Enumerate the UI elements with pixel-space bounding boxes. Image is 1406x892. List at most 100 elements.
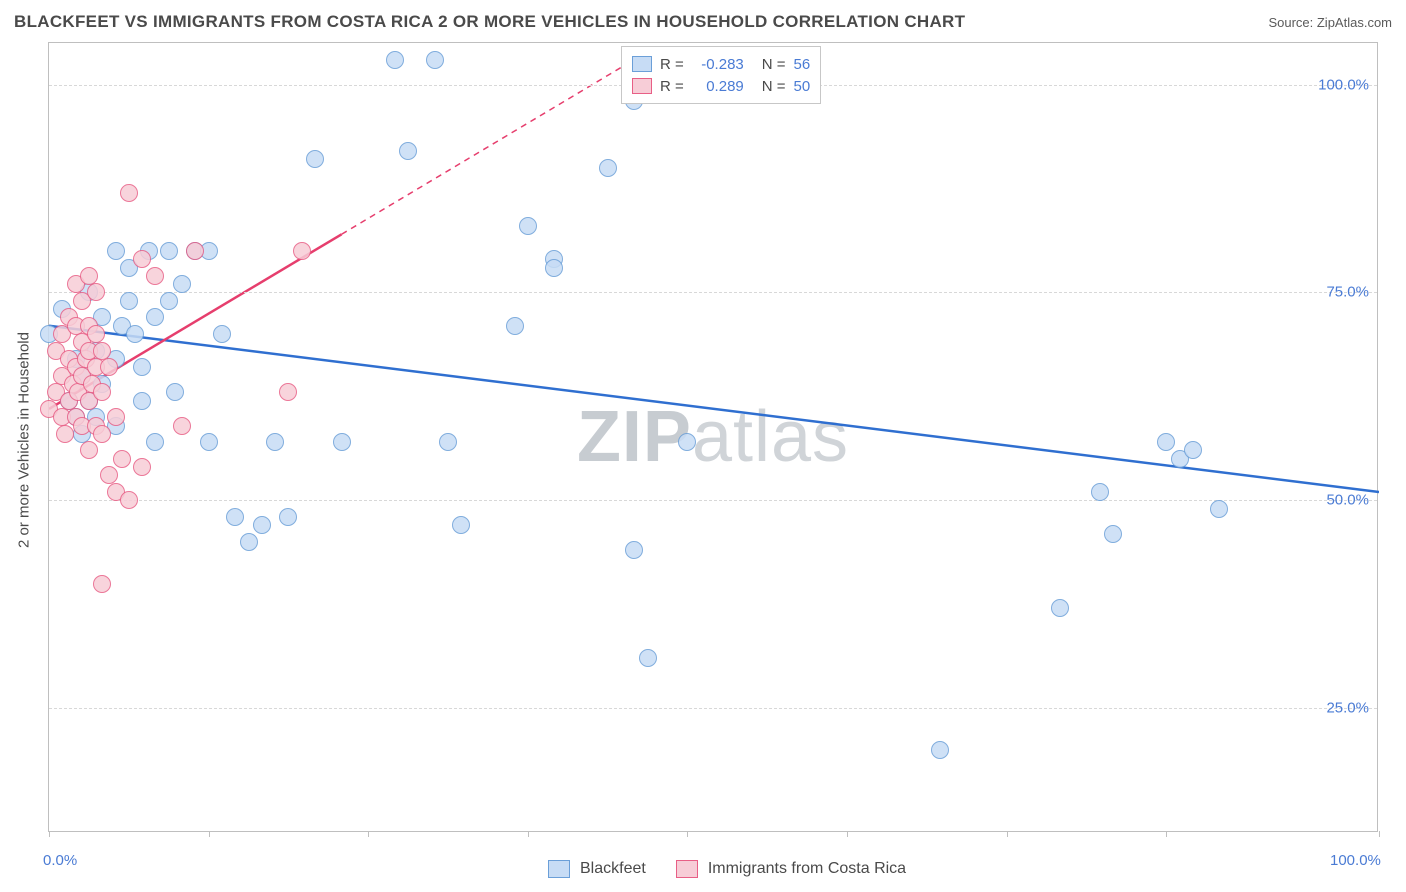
x-tick-mark bbox=[528, 831, 529, 837]
data-point-blackfeet bbox=[1157, 433, 1175, 451]
data-point-blackfeet bbox=[506, 317, 524, 335]
data-point-costa_rica bbox=[100, 466, 118, 484]
data-point-costa_rica bbox=[133, 458, 151, 476]
data-point-blackfeet bbox=[625, 541, 643, 559]
y-axis-title: 2 or more Vehicles in Household bbox=[16, 332, 33, 548]
n-label: N = bbox=[762, 56, 786, 73]
legend-swatch bbox=[676, 860, 698, 878]
data-point-blackfeet bbox=[279, 508, 297, 526]
x-tick-mark bbox=[1166, 831, 1167, 837]
data-point-blackfeet bbox=[399, 142, 417, 160]
data-point-blackfeet bbox=[599, 159, 617, 177]
data-point-blackfeet bbox=[545, 259, 563, 277]
data-point-blackfeet bbox=[1091, 483, 1109, 501]
stats-legend-box: R =-0.283N =56R =0.289N =50 bbox=[621, 46, 821, 104]
x-axis-min-label: 0.0% bbox=[43, 852, 77, 869]
data-point-blackfeet bbox=[213, 325, 231, 343]
data-point-blackfeet bbox=[639, 649, 657, 667]
chart-title: BLACKFEET VS IMMIGRANTS FROM COSTA RICA … bbox=[14, 12, 965, 32]
series-swatch bbox=[632, 56, 652, 72]
r-value: 0.289 bbox=[692, 78, 744, 95]
x-tick-mark bbox=[49, 831, 50, 837]
data-point-costa_rica bbox=[113, 450, 131, 468]
data-point-blackfeet bbox=[678, 433, 696, 451]
trend-lines bbox=[49, 43, 1379, 833]
n-label: N = bbox=[762, 78, 786, 95]
source-attribution: Source: ZipAtlas.com bbox=[1268, 15, 1392, 30]
data-point-costa_rica bbox=[279, 383, 297, 401]
data-point-costa_rica bbox=[87, 283, 105, 301]
data-point-blackfeet bbox=[1104, 525, 1122, 543]
stats-row: R = 0.289 N = 50 bbox=[632, 75, 810, 97]
data-point-blackfeet bbox=[253, 516, 271, 534]
data-point-blackfeet bbox=[107, 242, 125, 260]
legend-swatch bbox=[548, 860, 570, 878]
data-point-blackfeet bbox=[306, 150, 324, 168]
data-point-blackfeet bbox=[1210, 500, 1228, 518]
header-bar: BLACKFEET VS IMMIGRANTS FROM COSTA RICA … bbox=[14, 12, 1392, 32]
data-point-blackfeet bbox=[266, 433, 284, 451]
data-point-costa_rica bbox=[93, 425, 111, 443]
data-point-blackfeet bbox=[146, 433, 164, 451]
data-point-blackfeet bbox=[200, 433, 218, 451]
data-point-blackfeet bbox=[1051, 599, 1069, 617]
data-point-blackfeet bbox=[240, 533, 258, 551]
data-point-blackfeet bbox=[931, 741, 949, 759]
data-point-blackfeet bbox=[160, 292, 178, 310]
stats-row: R =-0.283N =56 bbox=[632, 53, 810, 75]
data-point-costa_rica bbox=[120, 184, 138, 202]
data-point-blackfeet bbox=[226, 508, 244, 526]
data-point-blackfeet bbox=[173, 275, 191, 293]
data-point-costa_rica bbox=[146, 267, 164, 285]
series-legend: BlackfeetImmigrants from Costa Rica bbox=[548, 860, 926, 878]
r-label: R = bbox=[660, 56, 684, 73]
data-point-blackfeet bbox=[146, 308, 164, 326]
data-point-costa_rica bbox=[293, 242, 311, 260]
data-point-costa_rica bbox=[93, 383, 111, 401]
x-tick-mark bbox=[687, 831, 688, 837]
y-tick-label: 75.0% bbox=[1326, 284, 1369, 301]
data-point-blackfeet bbox=[519, 217, 537, 235]
series-swatch bbox=[632, 78, 652, 94]
data-point-costa_rica bbox=[56, 425, 74, 443]
x-tick-mark bbox=[1007, 831, 1008, 837]
x-axis-max-label: 100.0% bbox=[1330, 852, 1381, 869]
data-point-costa_rica bbox=[93, 342, 111, 360]
r-label: R = bbox=[660, 78, 684, 95]
data-point-costa_rica bbox=[133, 250, 151, 268]
data-point-blackfeet bbox=[452, 516, 470, 534]
data-point-blackfeet bbox=[133, 392, 151, 410]
x-tick-mark bbox=[1379, 831, 1380, 837]
data-point-blackfeet bbox=[126, 325, 144, 343]
data-point-costa_rica bbox=[87, 325, 105, 343]
y-tick-label: 50.0% bbox=[1326, 492, 1369, 509]
n-value: 56 bbox=[794, 56, 811, 73]
x-tick-mark bbox=[209, 831, 210, 837]
data-point-blackfeet bbox=[426, 51, 444, 69]
data-point-blackfeet bbox=[133, 358, 151, 376]
gridline bbox=[49, 292, 1377, 293]
data-point-costa_rica bbox=[93, 575, 111, 593]
data-point-blackfeet bbox=[160, 242, 178, 260]
data-point-blackfeet bbox=[439, 433, 457, 451]
y-tick-label: 25.0% bbox=[1326, 700, 1369, 717]
x-tick-mark bbox=[847, 831, 848, 837]
data-point-costa_rica bbox=[120, 491, 138, 509]
data-point-blackfeet bbox=[1184, 441, 1202, 459]
data-point-costa_rica bbox=[173, 417, 191, 435]
x-tick-mark bbox=[368, 831, 369, 837]
trend-line bbox=[342, 60, 635, 235]
n-value: 50 bbox=[794, 78, 811, 95]
gridline bbox=[49, 708, 1377, 709]
y-tick-label: 100.0% bbox=[1318, 76, 1369, 93]
data-point-costa_rica bbox=[80, 267, 98, 285]
legend-label: Immigrants from Costa Rica bbox=[708, 860, 906, 878]
data-point-blackfeet bbox=[333, 433, 351, 451]
gridline bbox=[49, 500, 1377, 501]
chart-area: ZIPatlas 25.0%50.0%75.0%100.0% R =-0.283… bbox=[48, 42, 1378, 832]
data-point-blackfeet bbox=[166, 383, 184, 401]
data-point-costa_rica bbox=[80, 441, 98, 459]
data-point-costa_rica bbox=[100, 358, 118, 376]
data-point-costa_rica bbox=[107, 408, 125, 426]
data-point-blackfeet bbox=[386, 51, 404, 69]
